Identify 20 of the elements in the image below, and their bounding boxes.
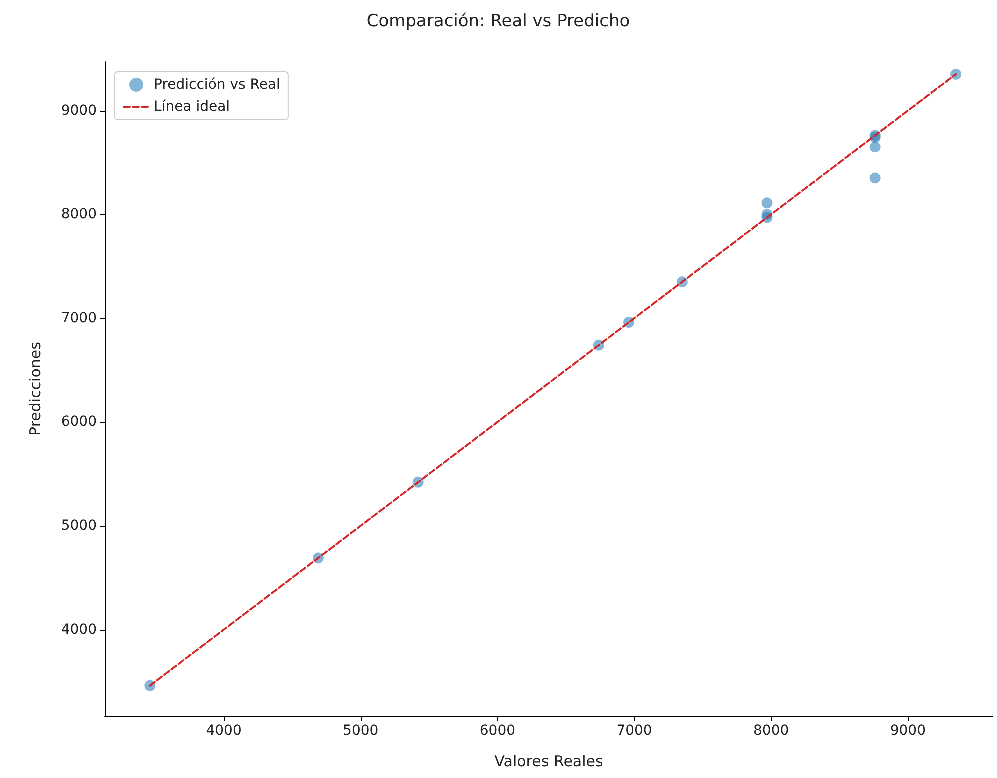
y-tick-label: 4000 xyxy=(61,622,97,638)
point xyxy=(762,198,773,209)
legend-label: Predicción vs Real xyxy=(154,77,280,93)
y-tick-label: 6000 xyxy=(61,414,97,430)
y-axis-title: Predicciones xyxy=(26,342,44,436)
x-tick-label: 4000 xyxy=(206,723,242,739)
point xyxy=(870,142,881,153)
chart-title: Comparación: Real vs Predicho xyxy=(366,12,630,32)
x-tick-label: 6000 xyxy=(480,723,516,739)
y-tick-label: 9000 xyxy=(61,102,97,119)
legend-label: Línea ideal xyxy=(154,99,230,115)
y-tick-label: 5000 xyxy=(61,518,97,534)
point xyxy=(870,172,881,184)
y-tick-label: 8000 xyxy=(61,206,97,223)
x-axis-title: Valores Reales xyxy=(494,752,604,770)
x-tick-label: 9000 xyxy=(890,723,926,739)
x-tick-label: 8000 xyxy=(754,723,790,739)
x-tick-label: 7000 xyxy=(616,723,652,739)
x-tick-label: 5000 xyxy=(343,723,379,739)
y-tick-label: 7000 xyxy=(61,310,97,326)
